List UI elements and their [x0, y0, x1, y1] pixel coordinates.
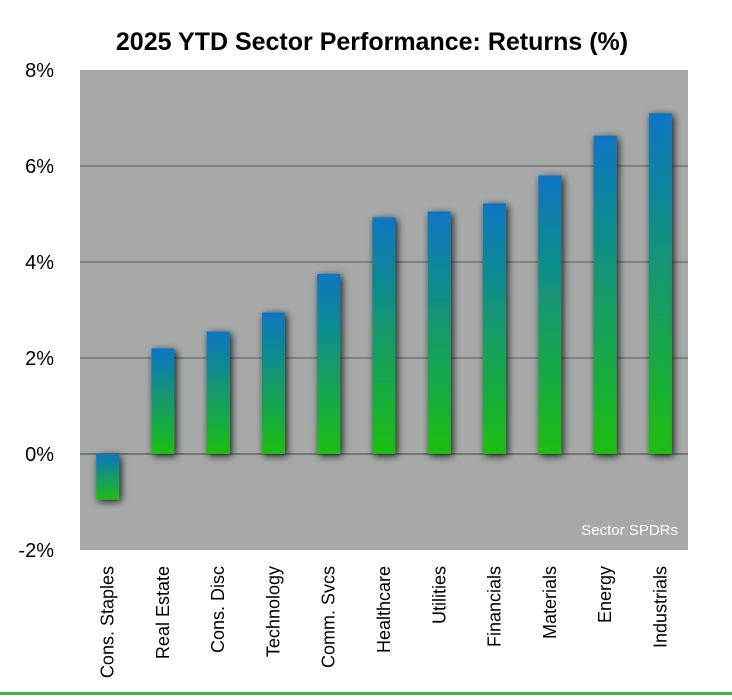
source-label: Sector SPDRs: [581, 522, 678, 539]
bar-real-estate: [151, 348, 175, 454]
bar-comm-svcs: [317, 274, 341, 454]
y-tick-label: 4%: [25, 252, 54, 274]
x-tick-label: Industrials: [650, 566, 670, 648]
bar-industrials: [648, 113, 672, 454]
y-tick-label: 0%: [25, 444, 54, 466]
bars: [96, 113, 672, 500]
x-tick-label: Cons. Staples: [98, 566, 118, 678]
x-tick-label: Cons. Disc: [208, 566, 228, 653]
bar-energy: [593, 135, 617, 454]
chart-title: 2025 YTD Sector Performance: Returns (%): [116, 28, 628, 56]
bar-utilities: [427, 211, 451, 454]
x-tick-label: Materials: [540, 566, 560, 639]
bar-technology: [261, 312, 285, 454]
bar-cons-disc: [206, 331, 230, 454]
bar-materials: [538, 175, 562, 454]
x-tick-label: Healthcare: [374, 566, 394, 653]
y-axis: -2% 0% 2% 4% 6% 8%: [18, 60, 54, 562]
x-tick-label: Comm. Svcs: [319, 566, 339, 668]
y-tick-label: 6%: [25, 156, 54, 178]
bar-cons-staples: [96, 454, 120, 500]
y-tick-label: -2%: [18, 540, 54, 562]
y-tick-label: 2%: [25, 348, 54, 370]
bar-financials: [483, 203, 507, 454]
x-tick-label: Utilities: [429, 566, 449, 624]
bar-healthcare: [372, 217, 396, 454]
bottom-rule: [0, 692, 732, 695]
x-tick-label: Energy: [595, 566, 615, 623]
x-tick-label: Real Estate: [153, 566, 173, 659]
x-axis: Cons. Staples Real Estate Cons. Disc Techno…: [98, 566, 671, 678]
x-tick-label: Financials: [485, 566, 505, 647]
x-tick-label: Technology: [263, 566, 283, 657]
y-tick-label: 8%: [25, 60, 54, 82]
